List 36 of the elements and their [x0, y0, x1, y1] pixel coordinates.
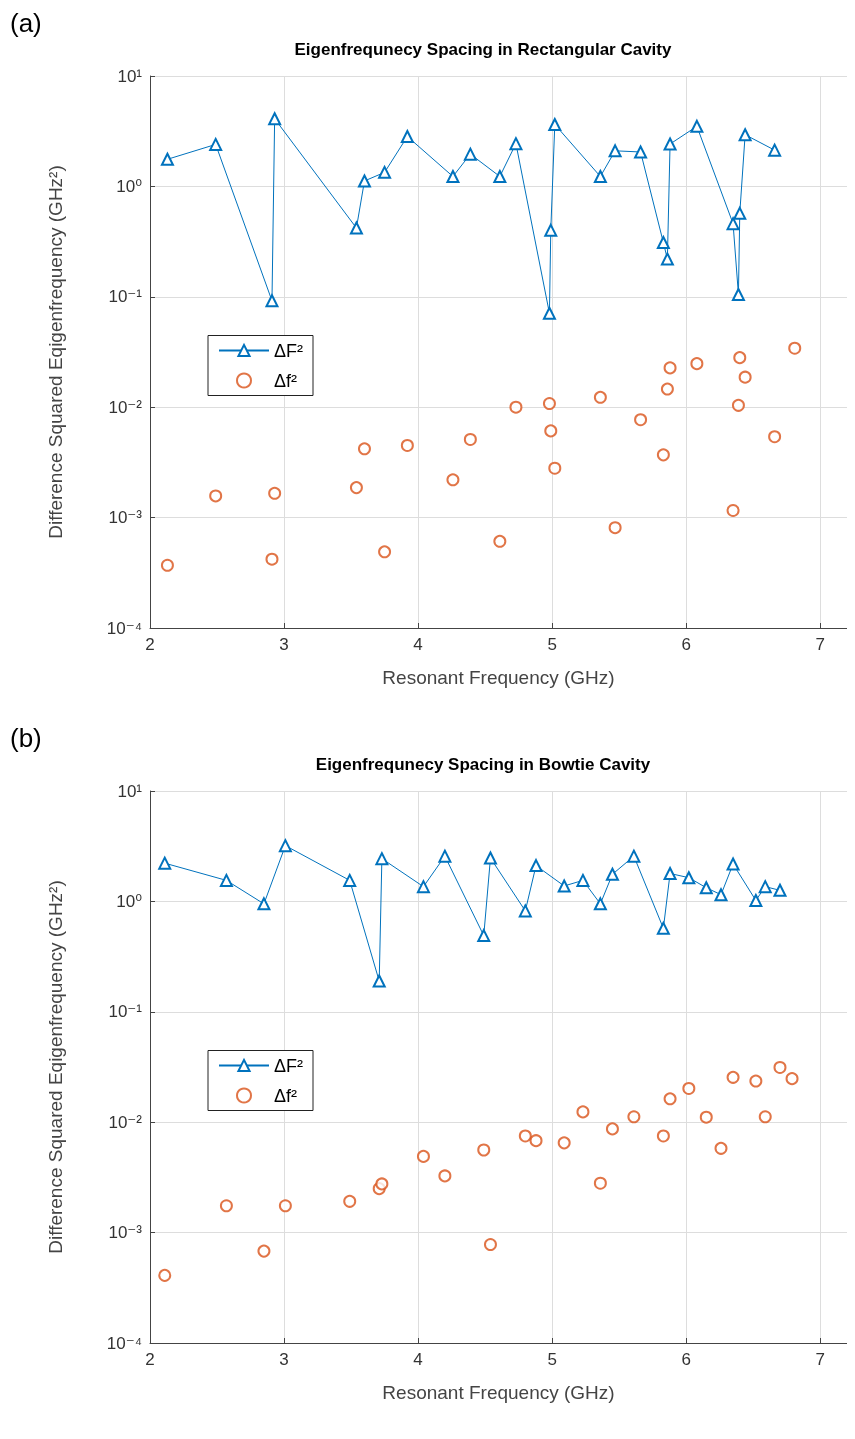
x-tick-label: 5 [547, 635, 557, 654]
chart-title: Eigenfrequnecy Spacing in Rectangular Cavity [294, 40, 673, 59]
y-tick-label: 10⁰ [116, 176, 143, 196]
legend-label: Δf² [274, 370, 298, 391]
x-axis-title: Resonant Frequency (GHz) [382, 667, 615, 688]
chart-title: Eigenfrequnecy Spacing in Bowtie Cavity [315, 755, 651, 774]
x-tick-label: 2 [145, 1350, 155, 1369]
y-tick-label: 10⁰ [116, 891, 143, 911]
x-tick-label: 2 [145, 635, 155, 654]
legend-label: ΔF² [274, 340, 304, 361]
y-tick-label: 10⁻³ [108, 508, 143, 528]
x-tick-label: 5 [547, 1350, 557, 1369]
x-tick-label: 3 [279, 1350, 289, 1369]
y-tick-label: 10¹ [117, 66, 143, 86]
y-tick-label: 10⁻⁴ [106, 1333, 142, 1353]
y-tick-label: 10¹ [117, 781, 143, 801]
x-tick-label: 7 [815, 635, 825, 654]
y-axis-title: Difference Squared Eqigenfrequency (GHz²) [45, 880, 66, 1254]
y-tick-label: 10⁻² [108, 1112, 143, 1132]
x-tick-label: 6 [681, 635, 691, 654]
y-axis-title: Difference Squared Eqigenfrequency (GHz²) [45, 165, 66, 539]
legend-label: Δf² [274, 1085, 298, 1106]
x-axis-title: Resonant Frequency (GHz) [382, 1382, 615, 1403]
y-tick-label: 10⁻¹ [108, 287, 143, 307]
text: (a) [10, 8, 42, 38]
x-tick-label: 3 [279, 635, 289, 654]
x-tick-label: 6 [681, 1350, 691, 1369]
x-tick-label: 4 [413, 1350, 423, 1369]
text: (b) [10, 723, 42, 753]
y-tick-label: 10⁻³ [108, 1223, 143, 1243]
y-tick-label: 10⁻¹ [108, 1002, 143, 1022]
legend-label: ΔF² [274, 1055, 304, 1076]
y-tick-label: 10⁻² [108, 397, 143, 417]
x-tick-label: 7 [815, 1350, 825, 1369]
x-tick-label: 4 [413, 635, 423, 654]
y-tick-label: 10⁻⁴ [106, 618, 142, 638]
